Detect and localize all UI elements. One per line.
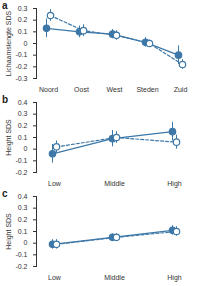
svg-text:Steden: Steden <box>136 86 158 93</box>
svg-text:High: High <box>167 180 182 188</box>
svg-text:0: 0 <box>24 40 28 47</box>
svg-text:-0.2: -0.2 <box>15 169 27 176</box>
svg-text:-0.1: -0.1 <box>15 251 27 258</box>
html-text:a: a <box>2 0 8 11</box>
html-text:c: c <box>2 188 8 199</box>
svg-text:-0.3: -0.3 <box>15 75 27 82</box>
svg-text:Low: Low <box>48 180 62 187</box>
svg-text:-0.1: -0.1 <box>15 51 27 58</box>
svg-text:Low: Low <box>48 274 62 281</box>
svg-text:Height SDS: Height SDS <box>5 119 13 156</box>
svg-text:0.2: 0.2 <box>18 122 28 129</box>
svg-text:0.1: 0.1 <box>18 134 28 141</box>
svg-text:0: 0 <box>24 239 28 246</box>
svg-text:0.2: 0.2 <box>18 216 28 223</box>
svg-text:-0.1: -0.1 <box>15 157 27 164</box>
svg-text:Middle: Middle <box>104 180 125 187</box>
svg-text:-0.2: -0.2 <box>15 63 27 70</box>
svg-text:0.4: 0.4 <box>18 193 28 200</box>
html-text:b: b <box>2 94 9 105</box>
svg-text:0.1: 0.1 <box>18 228 28 235</box>
svg-text:High: High <box>167 274 182 282</box>
svg-text:Zuid: Zuid <box>174 86 188 93</box>
svg-text:Middle: Middle <box>104 274 125 281</box>
svg-text:0.3: 0.3 <box>18 204 28 211</box>
svg-text:0: 0 <box>24 145 28 152</box>
svg-text:0.3: 0.3 <box>18 5 28 12</box>
svg-text:Lichaamslengte SDS: Lichaamslengte SDS <box>5 10 13 76</box>
svg-text:0.1: 0.1 <box>18 28 28 35</box>
svg-text:Oost: Oost <box>74 86 89 93</box>
svg-text:0.3: 0.3 <box>18 110 28 117</box>
svg-text:Height SDS: Height SDS <box>5 213 13 250</box>
svg-text:0.4: 0.4 <box>18 99 28 106</box>
svg-text:West: West <box>107 86 123 93</box>
svg-text:Noord: Noord <box>39 86 58 93</box>
svg-text:0.2: 0.2 <box>18 16 28 23</box>
svg-text:-0.2: -0.2 <box>15 263 27 270</box>
